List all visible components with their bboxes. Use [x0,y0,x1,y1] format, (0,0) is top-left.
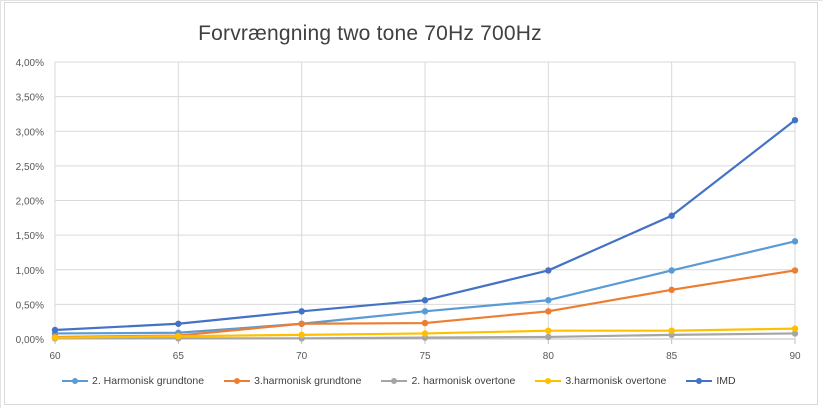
data-point[interactable] [421,308,429,315]
legend-item[interactable]: 2. harmonisk overtone [381,375,515,387]
data-point[interactable] [545,267,552,274]
x-tick-label: 60 [49,351,61,362]
x-tick-label: 70 [296,351,308,362]
legend-label: 2. harmonisk overtone [411,375,516,387]
y-tick-label: 3,50% [16,93,44,104]
data-point[interactable] [668,327,675,334]
data-point[interactable] [298,320,305,327]
legend[interactable]: 2. Harmonisk grundtone 3.harmonisk grundt… [62,372,756,390]
data-point[interactable] [421,319,429,327]
data-point[interactable] [668,212,675,219]
data-point[interactable] [298,308,305,315]
legend-label: 3.harmonisk grundtone [254,375,362,387]
y-tick-label: 3,00% [16,127,44,138]
x-tick-label: 80 [543,351,555,362]
data-point[interactable] [545,333,552,341]
legend-swatch [535,376,562,386]
data-point[interactable] [668,267,675,274]
legend-label: IMD [716,375,736,387]
data-point[interactable] [545,327,552,334]
legend-label: 2. Harmonisk grundtone [92,375,205,387]
data-point[interactable] [791,325,799,332]
x-tick-label: 75 [419,351,431,362]
data-point[interactable] [51,326,59,334]
data-point[interactable] [421,297,429,304]
data-point[interactable] [421,330,429,337]
x-tick-label: 90 [789,351,801,362]
legend-swatch [381,376,408,386]
series-lines [51,116,799,342]
legend-item[interactable]: 2. Harmonisk grundtone [62,375,204,387]
data-point[interactable] [175,333,182,340]
y-tick-label: 1,50% [16,231,44,242]
data-point[interactable] [545,297,552,304]
axis-tick-labels: 0,00% 0,50% 1,00% 1,50% 2,00% 2,50% 3,00% 3,50%… [16,58,801,362]
x-tick-label: 65 [173,351,185,362]
y-tick-label: 0,50% [16,300,44,311]
legend-swatch [62,376,88,386]
sheet-gridline [0,0,1,408]
data-point[interactable] [298,331,305,339]
data-point[interactable] [545,308,552,315]
sheet-gridline [0,0,823,1]
data-point[interactable] [668,286,675,294]
y-tick-label: 2,00% [16,197,44,208]
data-point[interactable] [791,116,799,124]
legend-item[interactable]: IMD [686,375,736,387]
y-tick-label: 4,00% [16,58,44,69]
data-point[interactable] [791,330,799,337]
data-point[interactable] [175,320,182,327]
y-tick-label: 0,00% [16,335,44,346]
legend-label: 3.harmonisk overtone [565,375,667,387]
series-4[interactable] [51,116,799,334]
legend-item[interactable]: 3.harmonisk overtone [535,375,666,387]
x-tick-label: 85 [666,351,678,362]
legend-swatch [686,376,713,386]
data-point[interactable] [51,334,59,341]
series-3[interactable] [51,325,799,341]
y-tick-label: 1,00% [16,266,44,277]
y-tick-label: 2,50% [16,162,44,173]
data-point[interactable] [791,267,799,274]
data-point[interactable] [791,238,799,245]
chart-title[interactable]: Forvrængning two tone 70Hz 700Hz [198,22,542,45]
legend-item[interactable]: 3.harmonisk grundtone [224,375,361,387]
legend-swatch [224,376,251,386]
